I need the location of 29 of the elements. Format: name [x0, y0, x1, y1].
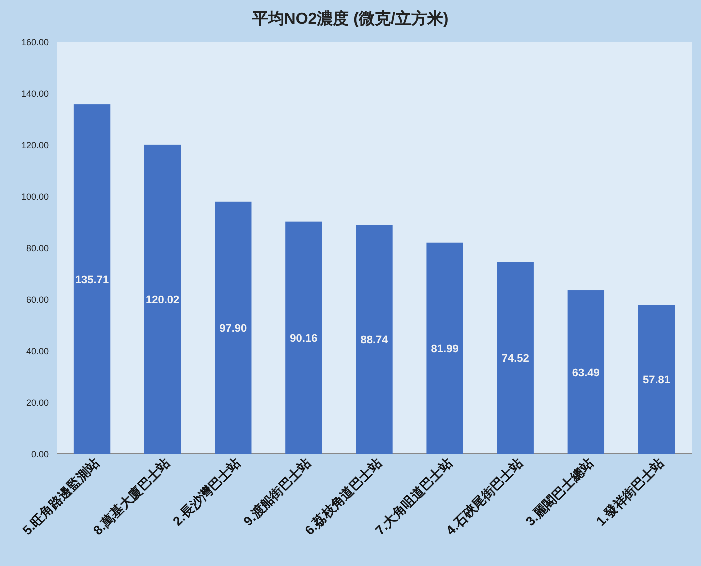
y-tick-label: 160.00 — [21, 38, 49, 48]
chart-title: 平均NO2濃度 (微克/立方米) — [251, 9, 449, 28]
y-tick-label: 120.00 — [21, 140, 49, 150]
y-tick-label: 20.00 — [26, 398, 49, 408]
data-label: 97.90 — [220, 322, 248, 335]
bar — [144, 144, 182, 454]
data-label: 63.49 — [572, 367, 600, 380]
data-label: 88.74 — [360, 334, 390, 347]
bar — [286, 222, 322, 454]
bar — [74, 104, 111, 454]
y-tick-label: 0.00 — [31, 450, 49, 460]
data-label: 120.02 — [146, 294, 180, 306]
data-label: 81.99 — [431, 343, 459, 356]
x-tick-label: 2.長沙灣巴士站 — [170, 456, 244, 529]
bar — [568, 290, 605, 454]
y-tick-label: 40.00 — [26, 346, 49, 356]
bar — [215, 202, 252, 454]
bar — [426, 242, 464, 454]
y-tick-label: 140.00 — [21, 89, 49, 99]
bar — [356, 225, 393, 454]
data-label: 135.71 — [75, 274, 110, 286]
y-tick-label: 80.00 — [26, 244, 49, 254]
data-label: 57.81 — [642, 374, 670, 387]
bar — [497, 262, 534, 454]
bar — [638, 305, 676, 454]
y-tick-label: 60.00 — [26, 295, 49, 305]
data-label: 90.16 — [290, 332, 318, 345]
y-tick-label: 100.00 — [21, 192, 49, 202]
data-label: 74.52 — [502, 353, 530, 366]
